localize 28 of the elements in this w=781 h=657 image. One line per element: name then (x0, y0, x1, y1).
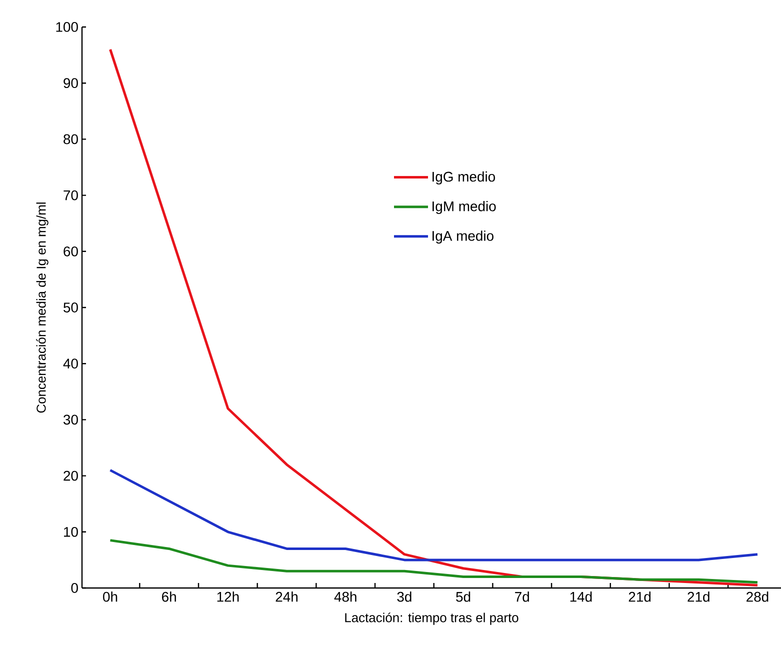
legend-label: IgA medio (432, 230, 494, 244)
x-tick-label: 5d (456, 592, 470, 602)
legend-label: IgG medio (432, 171, 496, 184)
x-tick-label: 3d (397, 592, 412, 602)
x-tick-label: 24h (276, 592, 298, 602)
y-tick-label: 70 (64, 190, 78, 200)
y-tick-label: 80 (64, 134, 78, 144)
x-axis-title: Lactación: tiempo tras el parto (345, 612, 518, 625)
x-tick-label: 48h (334, 592, 356, 602)
x-tick-label: 7d (515, 592, 529, 602)
y-tick-label: 50 (64, 302, 78, 312)
x-tick-label: 21d (628, 592, 651, 602)
y-tick-label: 30 (64, 414, 78, 425)
y-tick-label: 60 (64, 246, 78, 256)
x-tick-label: 0h (103, 592, 118, 602)
x-tick-label: 28d (746, 592, 768, 602)
y-tick-label: 0 (71, 583, 78, 593)
legend-label: IgM medio (432, 201, 496, 214)
y-tick-label: 10 (64, 526, 78, 537)
x-tick-label: 12h (217, 592, 239, 602)
x-tick-label: 6h (162, 592, 176, 602)
y-tick-label: 40 (63, 358, 78, 369)
y-tick-label: 20 (64, 470, 78, 481)
y-axis-title: Concentración media de Ig en mg/ml (36, 202, 48, 413)
y-tick-label: 90 (64, 78, 78, 88)
x-tick-label: 21d (688, 592, 710, 602)
y-tick-label: 100 (56, 22, 78, 32)
x-tick-label: 14d (570, 592, 592, 602)
